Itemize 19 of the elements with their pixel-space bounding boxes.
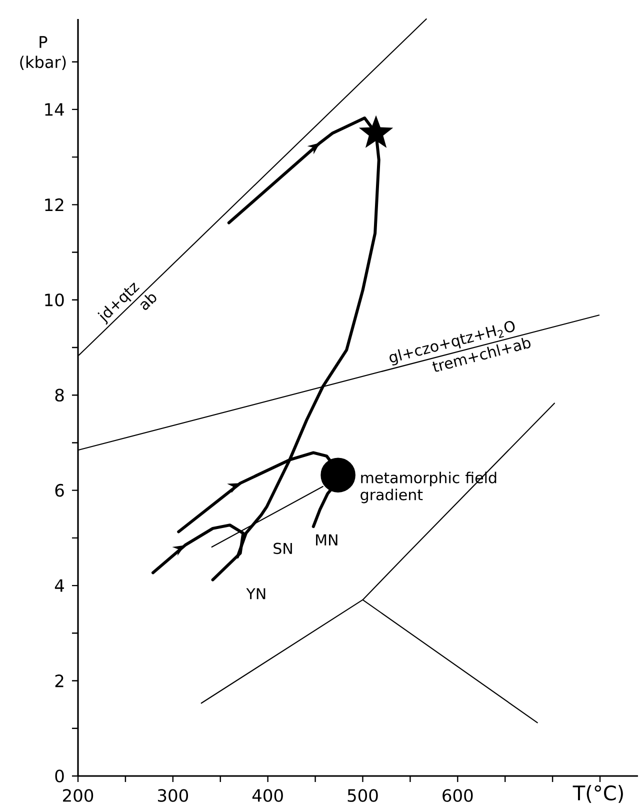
annotation: YN — [246, 588, 266, 600]
y-tick-label: 6 — [55, 484, 64, 497]
x-tick-label: 200 — [63, 789, 94, 802]
annotation: SN — [274, 542, 292, 554]
y-axis-title: P (kbar) — [20, 36, 66, 70]
x-tick-label: 400 — [252, 789, 283, 802]
annotation: MN — [316, 534, 338, 546]
y-tick-label: 0 — [55, 770, 64, 782]
y-tick-label: 10 — [45, 293, 64, 306]
y-tick-label: 4 — [54, 579, 64, 592]
x-axis-title: T(°C) — [572, 785, 623, 803]
annotation: ab — [140, 294, 156, 310]
x-tick-label: 500 — [348, 789, 378, 802]
x-tick-label: 300 — [158, 789, 188, 802]
y-tick-label: 8 — [55, 388, 64, 402]
y-tick-label: 14 — [45, 103, 64, 116]
y-tick-label: 2 — [55, 674, 64, 688]
y-tick-label: 12 — [45, 198, 64, 211]
x-tick-label: 600 — [442, 789, 473, 802]
